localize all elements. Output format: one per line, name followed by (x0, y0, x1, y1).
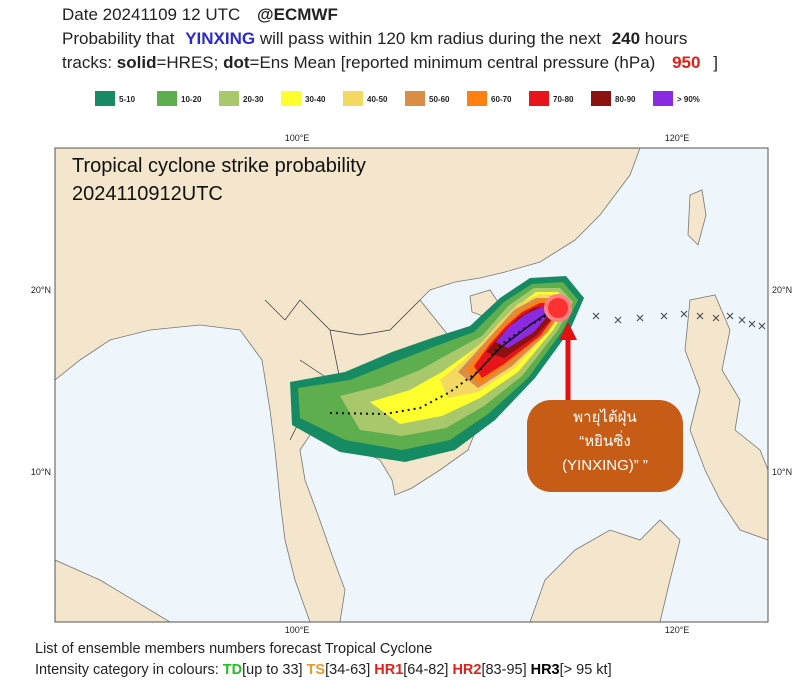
prob-middle: will pass within 120 km radius during th… (259, 29, 601, 48)
legend-swatch (219, 91, 239, 106)
category-range: [64-82] (403, 662, 448, 678)
header-line-2: Probability that YINXING will pass withi… (62, 29, 687, 48)
legend-label: 70-80 (553, 95, 574, 104)
dot-desc: =Ens Mean [reported minimum central pres… (250, 53, 656, 72)
category-code: TS (307, 662, 326, 678)
cross (592, 312, 600, 320)
map-title: Tropical cyclone strike probability (72, 155, 366, 177)
sumatra (55, 559, 171, 622)
cross (696, 312, 704, 320)
legend-label: 50-60 (429, 95, 450, 104)
ens-mean-track (329, 307, 563, 416)
map-frame (54, 147, 769, 623)
legend-label: > 90% (677, 95, 700, 104)
legend-swatch (281, 91, 301, 106)
footer-line-2: Intensity category in colours: TD[up to 3… (35, 662, 612, 678)
legend-label: 20-30 (243, 95, 264, 104)
cross (748, 320, 756, 328)
cross (726, 312, 734, 320)
legend-swatch (591, 91, 611, 106)
legend-swatch (467, 91, 487, 106)
lon-label: 100°E (285, 625, 310, 635)
category-range: [> 95 kt] (560, 662, 612, 678)
legend-label: 80-90 (615, 95, 636, 104)
hours: 240 (612, 29, 640, 48)
tracks-prefix: tracks: (62, 53, 112, 72)
borneo (529, 519, 681, 622)
legend-label: 5-10 (119, 95, 136, 104)
swath-band (496, 306, 553, 348)
legend-swatch (343, 91, 363, 106)
cross (680, 310, 688, 318)
source: @ECMWF (257, 5, 338, 24)
lat-label: 20°N (31, 285, 51, 295)
close: ] (713, 53, 718, 72)
legend-swatch (405, 91, 425, 106)
hours-unit: hours (645, 29, 688, 48)
category-code: TD (223, 662, 242, 678)
category-code: HR2 (452, 662, 481, 678)
callout-line-2: “หยินซิ่ง (579, 430, 630, 450)
solid-desc: =HRES; (156, 53, 218, 72)
header-line-1: Date 20241109 12 UTC @ECMWF (62, 5, 338, 24)
lon-label: 120°E (665, 625, 690, 635)
legend-swatch (95, 91, 115, 106)
map: พายุไต้ฝุ่น “หยินซิ่ง (YINXING)” ” Tropi… (55, 148, 768, 622)
storm-center (544, 294, 572, 322)
lat-label: 10°N (31, 467, 51, 477)
dot: dot (223, 53, 250, 72)
category-code: HR3 (531, 662, 560, 678)
arrow-head (559, 322, 577, 340)
taiwan (687, 189, 707, 246)
solid: solid (117, 53, 157, 72)
storm-name: YINXING (185, 29, 255, 48)
cross (636, 314, 644, 322)
legend-label: 10-20 (181, 95, 202, 104)
legend-swatch (157, 91, 177, 106)
map-time: 2024110912UTC (72, 183, 223, 205)
lon-label: 120°E (665, 133, 690, 143)
date: Date 20241109 12 UTC (62, 5, 240, 24)
callout-line-3: (YINXING)” ” (562, 457, 648, 474)
legend-swatch (529, 91, 549, 106)
legend-label: 30-40 (305, 95, 326, 104)
callout-line-1: พายุไต้ฝุ่น (573, 408, 636, 427)
legend-swatch (653, 91, 673, 106)
lat-label: 10°N (772, 467, 792, 477)
lat-label: 20°N (772, 285, 792, 295)
ensemble-crosses (592, 310, 766, 330)
category-range: [34-63] (325, 662, 370, 678)
legend: 5-10 10-20 20-30 30-40 40-50 50-60 60-70 70-80 8… (95, 91, 700, 106)
category-range: [83-95] (481, 662, 526, 678)
cross (614, 316, 622, 324)
header-line-3: tracks: solid=HRES; dot=Ens Mean [report… (62, 53, 718, 72)
cross (712, 314, 720, 322)
category-range: [up to 33] (242, 662, 302, 678)
cross (660, 312, 668, 320)
cross (738, 316, 746, 324)
legend-label: 40-50 (367, 95, 388, 104)
lon-label: 100°E (285, 133, 310, 143)
category-code: HR1 (374, 662, 403, 678)
cross (758, 322, 766, 330)
philippines (684, 294, 768, 541)
callout-box (527, 400, 683, 492)
footer-line-1: List of ensemble members numbers forecas… (35, 641, 432, 657)
legend-label: 60-70 (491, 95, 512, 104)
intensity-label: Intensity category in colours: (35, 662, 219, 678)
pressure: 950 (672, 53, 700, 72)
prob-prefix: Probability that (62, 29, 175, 48)
